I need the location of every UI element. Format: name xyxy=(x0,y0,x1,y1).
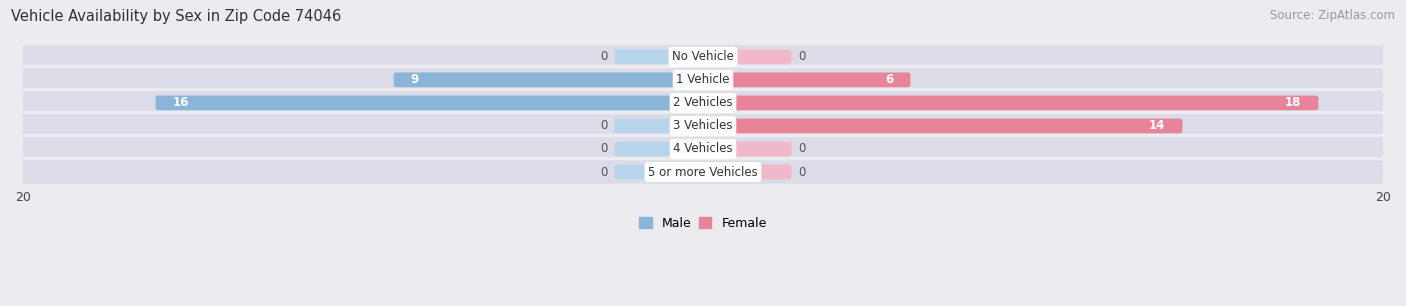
Text: 0: 0 xyxy=(600,119,607,132)
Legend: Male, Female: Male, Female xyxy=(634,212,772,235)
Text: 0: 0 xyxy=(600,143,607,155)
Text: 4 Vehicles: 4 Vehicles xyxy=(673,143,733,155)
FancyBboxPatch shape xyxy=(700,50,792,64)
FancyBboxPatch shape xyxy=(7,137,1399,161)
Text: 14: 14 xyxy=(1149,119,1166,132)
FancyBboxPatch shape xyxy=(614,50,706,64)
Text: Source: ZipAtlas.com: Source: ZipAtlas.com xyxy=(1270,9,1395,22)
Text: 1 Vehicle: 1 Vehicle xyxy=(676,73,730,86)
Text: 2 Vehicles: 2 Vehicles xyxy=(673,96,733,110)
Text: No Vehicle: No Vehicle xyxy=(672,50,734,63)
Text: 0: 0 xyxy=(799,143,806,155)
Text: 18: 18 xyxy=(1285,96,1302,110)
FancyBboxPatch shape xyxy=(700,73,911,87)
FancyBboxPatch shape xyxy=(700,165,792,179)
FancyBboxPatch shape xyxy=(7,91,1399,115)
FancyBboxPatch shape xyxy=(156,95,706,110)
FancyBboxPatch shape xyxy=(394,73,706,87)
FancyBboxPatch shape xyxy=(7,45,1399,69)
Text: 16: 16 xyxy=(173,96,188,110)
FancyBboxPatch shape xyxy=(700,118,1182,133)
Text: 0: 0 xyxy=(600,166,607,178)
Text: 0: 0 xyxy=(600,50,607,63)
Text: 6: 6 xyxy=(886,73,893,86)
FancyBboxPatch shape xyxy=(7,160,1399,184)
Text: 0: 0 xyxy=(799,50,806,63)
FancyBboxPatch shape xyxy=(614,118,706,133)
Text: Vehicle Availability by Sex in Zip Code 74046: Vehicle Availability by Sex in Zip Code … xyxy=(11,9,342,24)
Text: 5 or more Vehicles: 5 or more Vehicles xyxy=(648,166,758,178)
FancyBboxPatch shape xyxy=(7,114,1399,138)
FancyBboxPatch shape xyxy=(7,68,1399,91)
Text: 0: 0 xyxy=(799,166,806,178)
Text: 3 Vehicles: 3 Vehicles xyxy=(673,119,733,132)
FancyBboxPatch shape xyxy=(700,142,792,156)
Text: 9: 9 xyxy=(411,73,419,86)
FancyBboxPatch shape xyxy=(700,95,1319,110)
FancyBboxPatch shape xyxy=(614,165,706,179)
FancyBboxPatch shape xyxy=(614,142,706,156)
